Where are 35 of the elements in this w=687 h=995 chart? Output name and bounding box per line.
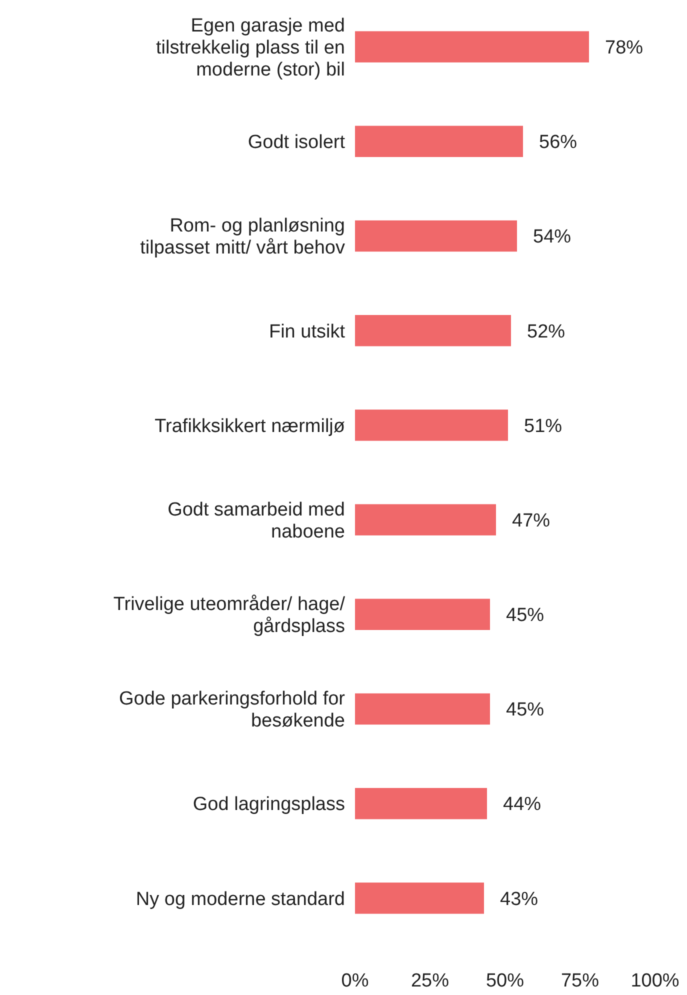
y-tick-label: Fin utsikt bbox=[268, 321, 346, 342]
y-tick-label: Ny og moderne standard bbox=[136, 888, 345, 910]
data-label: 47% bbox=[512, 510, 550, 532]
data-label: 78% bbox=[605, 37, 644, 58]
x-tick-label: 75% bbox=[560, 970, 600, 992]
data-label: 43% bbox=[500, 888, 538, 910]
data-label: 45% bbox=[506, 700, 544, 721]
y-tick-label: Godt isolert bbox=[248, 132, 346, 154]
y-tick-label: Trafikksikkert nærmiljø bbox=[154, 416, 346, 437]
y-tick-label: God lagringsplass bbox=[192, 794, 345, 816]
data-label: 44% bbox=[503, 794, 542, 816]
data-label: 54% bbox=[533, 226, 572, 248]
y-tick-label: Gode parkeringsforhold for besøkende bbox=[118, 688, 346, 732]
bar bbox=[355, 126, 523, 158]
y-tick-label: Egen garasje med tilstrekkelig plass til en moderne (stor) bil bbox=[156, 15, 345, 80]
x-tick-label: 25% bbox=[410, 970, 450, 992]
y-tick-label: Rom- og planløsning tilpasset mitt/ vårt behov bbox=[140, 216, 346, 259]
bar bbox=[355, 410, 508, 441]
x-tick-label: 50% bbox=[486, 970, 524, 992]
data-label: 45% bbox=[506, 605, 544, 626]
bar bbox=[355, 31, 589, 62]
bar bbox=[355, 788, 487, 820]
bar bbox=[355, 693, 490, 725]
x-tick-label: 0% bbox=[341, 970, 369, 992]
y-tick-label: Trivelige uteområder/ hage/ gårdsplass bbox=[113, 594, 346, 638]
x-tick-label: 100% bbox=[630, 970, 680, 992]
data-label: 52% bbox=[527, 321, 566, 342]
data-label: 51% bbox=[524, 416, 562, 437]
data-label: 56% bbox=[539, 132, 578, 154]
bar bbox=[355, 598, 490, 630]
bar bbox=[355, 882, 484, 914]
bar bbox=[355, 315, 511, 346]
bar bbox=[355, 504, 496, 536]
y-tick-label: Godt samarbeid med naboene bbox=[168, 499, 345, 542]
bar bbox=[355, 220, 517, 252]
